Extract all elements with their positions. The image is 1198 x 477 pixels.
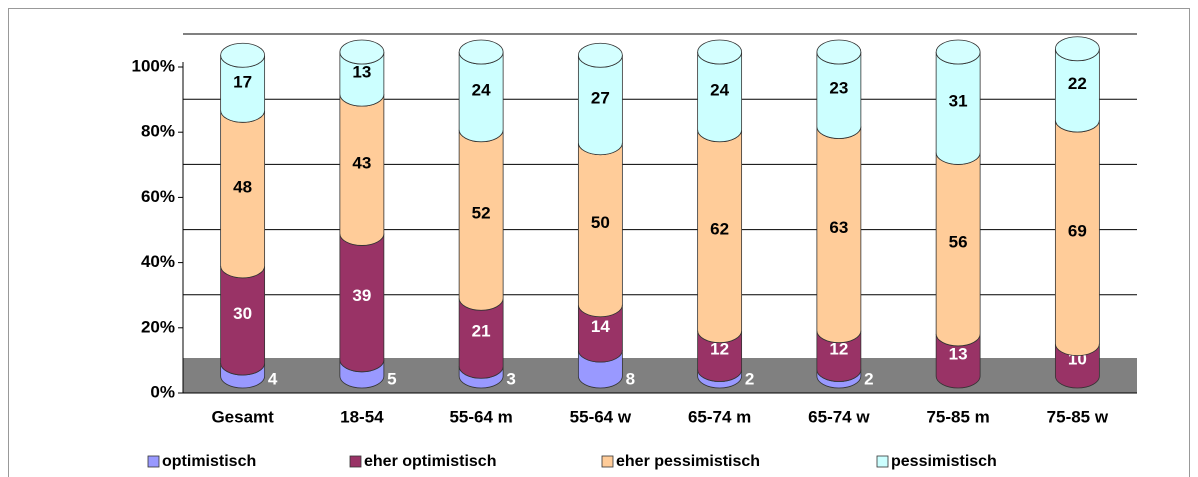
y-tick-label: 40% xyxy=(141,252,175,271)
value-label: 56 xyxy=(949,233,968,252)
cylinder-cap xyxy=(1054,36,1100,62)
value-label: 39 xyxy=(352,286,371,305)
value-label: 69 xyxy=(1068,221,1087,240)
x-tick-label: Gesamt xyxy=(211,407,274,426)
legend-swatch xyxy=(147,455,160,468)
floor xyxy=(183,358,1137,393)
value-label: 12 xyxy=(829,340,848,359)
value-label: 17 xyxy=(233,72,252,91)
value-label: 22 xyxy=(1068,74,1087,93)
legend-swatch xyxy=(601,455,614,468)
x-tick-label: 18-54 xyxy=(340,407,384,426)
x-tick-label: 65-74 m xyxy=(688,407,751,426)
x-tick-label: 55-64 m xyxy=(449,407,512,426)
value-label: 13 xyxy=(949,344,968,363)
cylinder-cap xyxy=(935,39,981,65)
value-label: 62 xyxy=(710,220,729,239)
legend-label: optimistisch xyxy=(162,453,256,470)
cylinder-cap xyxy=(577,42,623,68)
x-tick-label: 55-64 w xyxy=(570,407,632,426)
value-label: 63 xyxy=(829,218,848,237)
frame xyxy=(8,8,1190,477)
x-tick-label: 75-85 m xyxy=(926,407,989,426)
value-label: 3 xyxy=(506,369,515,388)
legend-swatch xyxy=(349,455,362,468)
value-label: 24 xyxy=(710,80,729,99)
value-label: 21 xyxy=(472,322,491,341)
value-label: 31 xyxy=(949,92,968,111)
y-tick-label: 60% xyxy=(141,187,175,206)
cylinder-cap xyxy=(220,42,266,68)
y-tick-label: 80% xyxy=(141,122,175,141)
value-label: 23 xyxy=(829,79,848,98)
cylinder-cap xyxy=(816,39,862,65)
legend-swatch xyxy=(876,455,889,468)
legend-label: eher pessimistisch xyxy=(616,453,760,470)
value-label: 50 xyxy=(591,213,610,232)
value-label: 2 xyxy=(864,369,873,388)
value-label: 8 xyxy=(626,369,635,388)
y-tick-label: 100% xyxy=(132,56,175,75)
legend-label: eher optimistisch xyxy=(364,453,496,470)
legend-label: pessimistisch xyxy=(891,453,997,470)
value-label: 43 xyxy=(352,153,371,172)
value-label: 5 xyxy=(387,369,396,388)
value-label: 27 xyxy=(591,88,610,107)
y-tick-label: 20% xyxy=(141,317,175,336)
y-tick-label: 0% xyxy=(150,382,175,401)
value-label: 48 xyxy=(233,178,252,197)
cylinder-cap xyxy=(697,39,743,65)
value-label: 24 xyxy=(472,80,491,99)
value-label: 2 xyxy=(745,369,754,388)
value-label: 52 xyxy=(472,203,491,222)
x-tick-label: 75-85 w xyxy=(1047,407,1109,426)
value-label: 14 xyxy=(591,317,610,336)
x-tick-label: 65-74 w xyxy=(808,407,870,426)
cylinder-cap xyxy=(458,39,504,65)
cylinder-cap xyxy=(339,39,385,65)
value-label: 12 xyxy=(710,340,729,359)
value-label: 4 xyxy=(268,369,278,388)
value-label: 13 xyxy=(352,63,371,82)
value-label: 30 xyxy=(233,304,252,323)
